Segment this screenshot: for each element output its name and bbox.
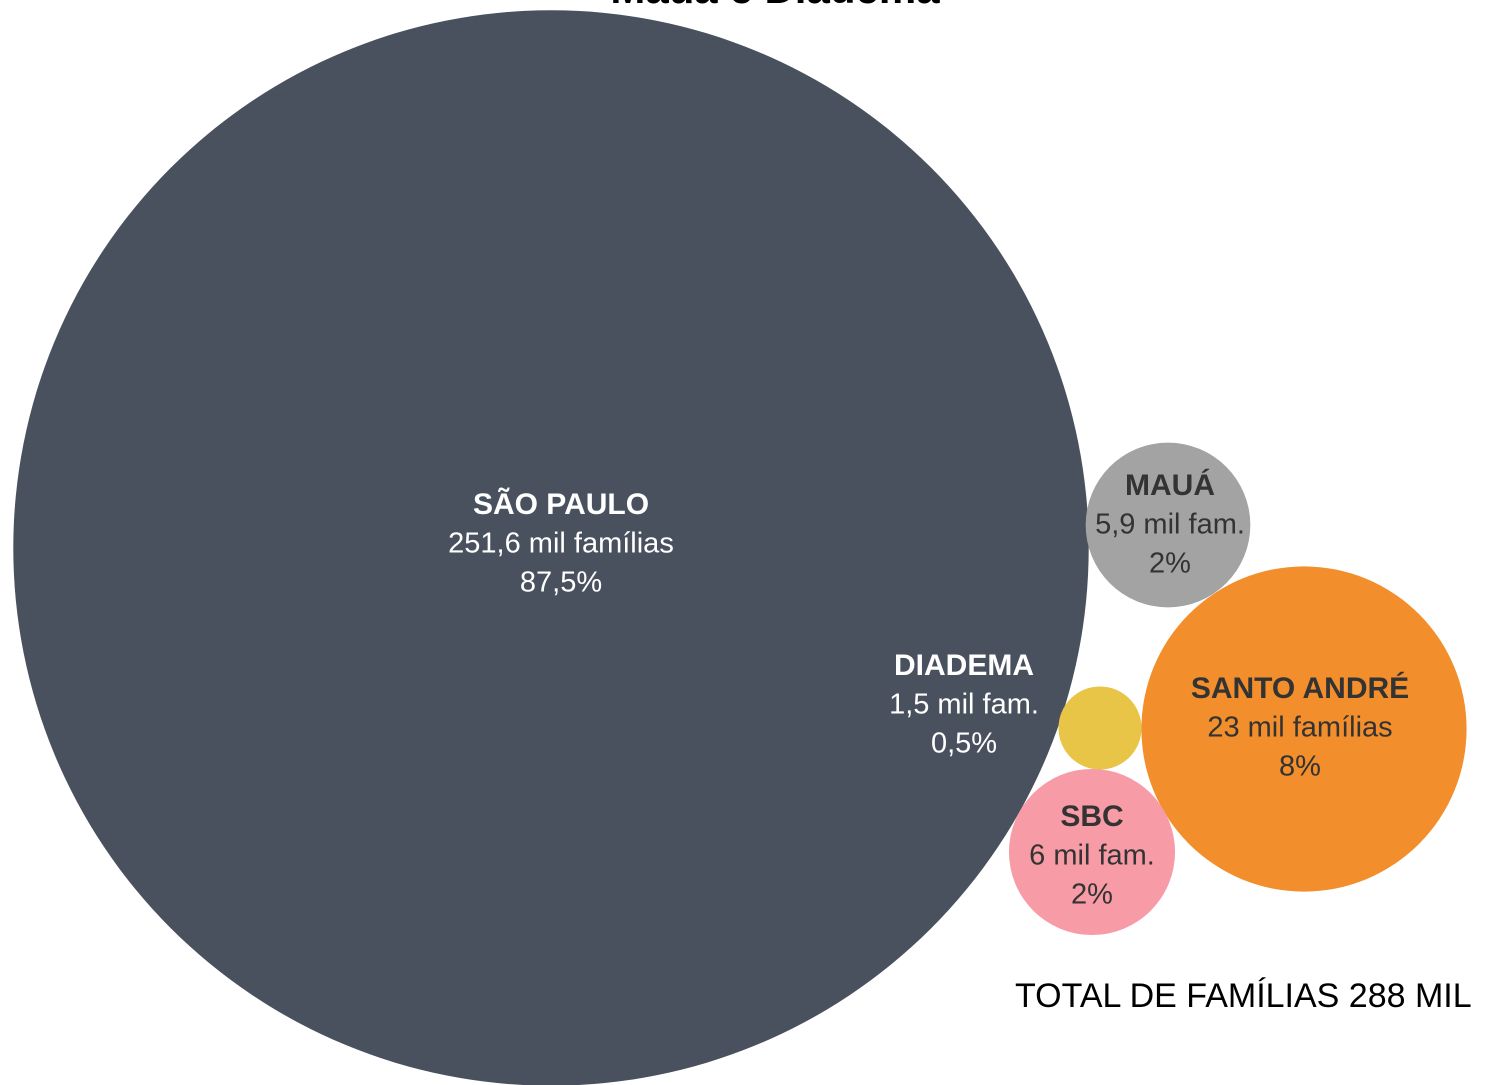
bubble-value-label: 5,9 mil fam. <box>1095 509 1245 541</box>
bubble <box>1085 442 1251 608</box>
bubble-value-label: 1,5 mil fam. <box>889 689 1039 721</box>
bubble-share-label: 2% <box>1149 548 1191 580</box>
total-annotation: TOTAL DE FAMÍLIAS 288 MIL <box>1015 977 1472 1015</box>
bubble <box>1008 768 1176 936</box>
bubble-value-label: 251,6 mil famílias <box>448 528 674 560</box>
bubble-name: DIADEMA <box>894 649 1034 682</box>
bubble <box>1058 686 1142 770</box>
bubble-value-label: 6 mil fam. <box>1029 840 1155 872</box>
bubble-share-label: 0,5% <box>931 728 997 760</box>
bubble-name: SANTO ANDRÉ <box>1191 671 1409 705</box>
bubble-name: SBC <box>1060 800 1123 833</box>
bubble <box>13 10 1089 1085</box>
bubble <box>1141 566 1467 892</box>
bubble-share-label: 87,5% <box>520 567 602 599</box>
chart-title: Mauá e Diadema <box>610 0 940 12</box>
bubble-name: MAUÁ <box>1125 468 1215 502</box>
bubble-share-label: 2% <box>1071 879 1113 911</box>
bubble-share-label: 8% <box>1279 751 1321 783</box>
bubble-value-label: 23 mil famílias <box>1207 712 1392 744</box>
bubble-name: SÃO PAULO <box>473 487 649 521</box>
